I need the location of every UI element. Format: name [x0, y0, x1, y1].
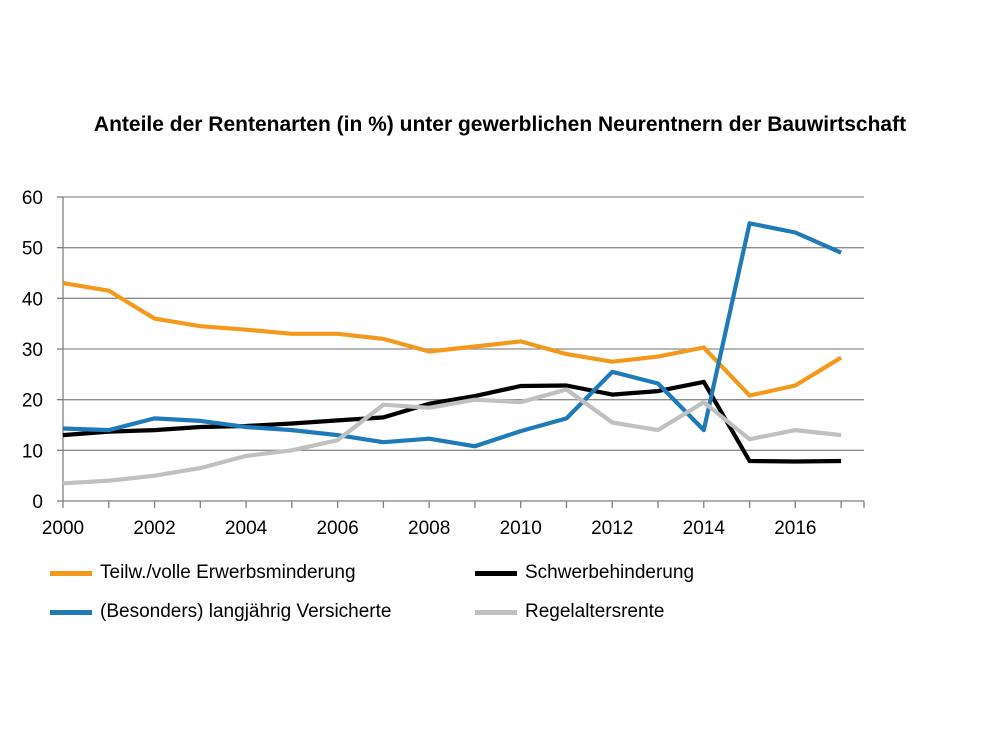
legend-swatch-schwerbehinderung — [475, 570, 517, 576]
legend: Teilw./volle Erwerbsminderung Schwerbehi… — [50, 560, 950, 630]
chart-title: Anteile der Rentenarten (in %) unter gew… — [93, 113, 907, 136]
x-tick-label: 2004 — [225, 518, 268, 539]
x-tick-label: 2002 — [133, 518, 175, 539]
legend-label-schwerbehinderung: Schwerbehinderung — [525, 562, 695, 583]
x-tick-label: 2008 — [408, 518, 450, 539]
y-tick-label: 50 — [22, 239, 43, 260]
legend-label-erwerbsminderung: Teilw./volle Erwerbsminderung — [100, 562, 356, 583]
x-tick-label: 2014 — [683, 518, 726, 539]
y-tick-label: 30 — [22, 340, 43, 361]
legend-item-regelaltersrente: Regelaltersrente — [475, 599, 664, 625]
x-tick-label: 2006 — [316, 518, 358, 539]
x-tick-label: 2012 — [591, 518, 633, 539]
legend-item-schwerbehinderung: Schwerbehinderung — [475, 560, 694, 586]
x-tick-label: 2016 — [774, 518, 816, 539]
legend-label-langjaehrig-versicherte: (Besonders) langjährig Versicherte — [100, 601, 392, 622]
x-tick-label: 2010 — [500, 518, 542, 539]
series-line-regelaltersrente — [62, 387, 842, 486]
axes — [57, 196, 865, 508]
y-tick-label: 40 — [22, 289, 43, 310]
legend-item-langjaehrig-versicherte: (Besonders) langjährig Versicherte — [50, 599, 392, 625]
y-axis-tick-labels: 0 10 20 30 40 50 60 — [22, 188, 43, 513]
x-tick-label: 2000 — [42, 518, 84, 539]
legend-swatch-regelaltersrente — [475, 609, 517, 615]
series-line-erwerbsminderung — [62, 281, 843, 398]
y-tick-label: 20 — [22, 391, 43, 412]
series-lines — [62, 221, 843, 486]
y-tick-label: 0 — [32, 492, 43, 513]
y-tick-label: 10 — [22, 441, 43, 462]
legend-swatch-erwerbsminderung — [50, 570, 92, 576]
legend-swatch-langjaehrig-versicherte — [50, 609, 92, 615]
series-line-langjaehrig-versicherte — [62, 221, 842, 449]
y-tick-label: 60 — [22, 188, 43, 209]
x-axis-tick-labels: 2000 2002 2004 2006 2008 2010 2012 2014 2016 — [42, 518, 817, 539]
legend-item-erwerbsminderung: Teilw./volle Erwerbsminderung — [50, 560, 356, 586]
legend-label-regelaltersrente: Regelaltersrente — [525, 601, 665, 622]
